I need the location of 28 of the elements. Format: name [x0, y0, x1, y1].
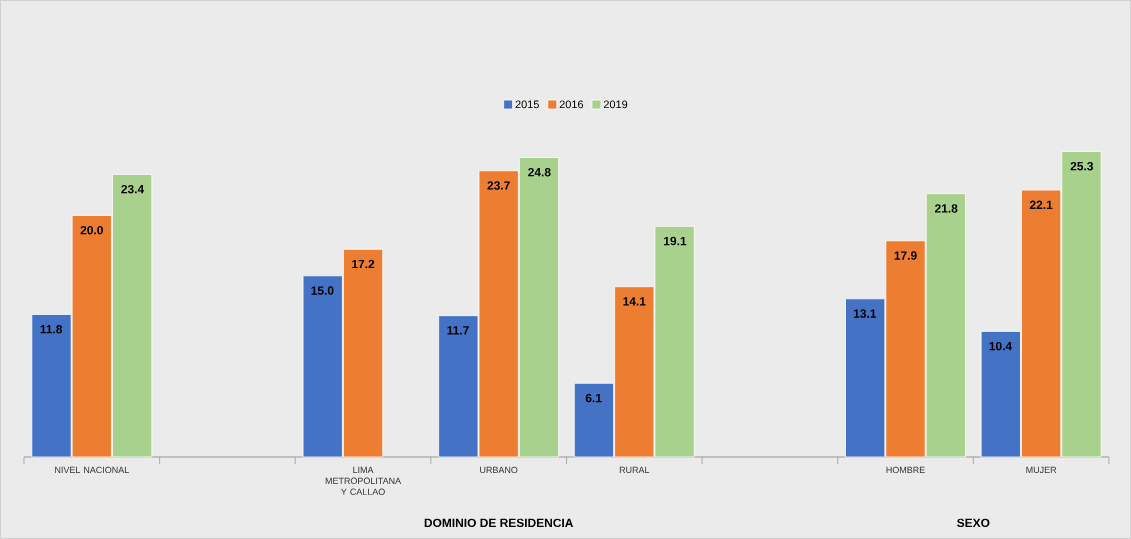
data-label: 20.0 — [80, 225, 103, 235]
text: DOMINIO DE RESIDENCIA — [424, 518, 574, 528]
data-label: 24.8 — [528, 167, 551, 177]
x-tick-label: NIVEL NACIONAL — [55, 466, 129, 474]
data-label: 13.1 — [853, 309, 877, 318]
text: SEXO — [957, 518, 990, 528]
data-label: 11.8 — [40, 325, 63, 334]
x-tick-label: HOMBRE — [886, 466, 925, 474]
data-label: 21.8 — [934, 204, 958, 213]
data-label: 19.1 — [664, 236, 687, 246]
legend-label: 2015 — [515, 100, 539, 109]
x-tick-label: LIMA METROPOLITANA Y CALLAO — [325, 466, 402, 495]
data-label: 6.1 — [585, 393, 602, 403]
data-label: 10.4 — [989, 341, 1012, 351]
data-label: 17.2 — [352, 259, 375, 269]
data-label: 23.4 — [121, 184, 145, 194]
x-tick-label: RURAL — [619, 466, 650, 474]
legend-label: 2016 — [559, 100, 584, 109]
legend-label: 2019 — [603, 100, 628, 109]
data-label: 11.7 — [447, 326, 469, 335]
data-label: 25.3 — [1070, 161, 1094, 171]
data-label: 15.0 — [311, 286, 334, 295]
x-tick-label: MUJER — [1026, 466, 1057, 474]
data-label: 22.1 — [1029, 200, 1053, 209]
data-label: 14.1 — [623, 297, 646, 306]
x-tick-label: URBANO — [480, 466, 518, 474]
data-label: 23.7 — [487, 181, 510, 190]
data-label: 17.9 — [894, 251, 917, 260]
